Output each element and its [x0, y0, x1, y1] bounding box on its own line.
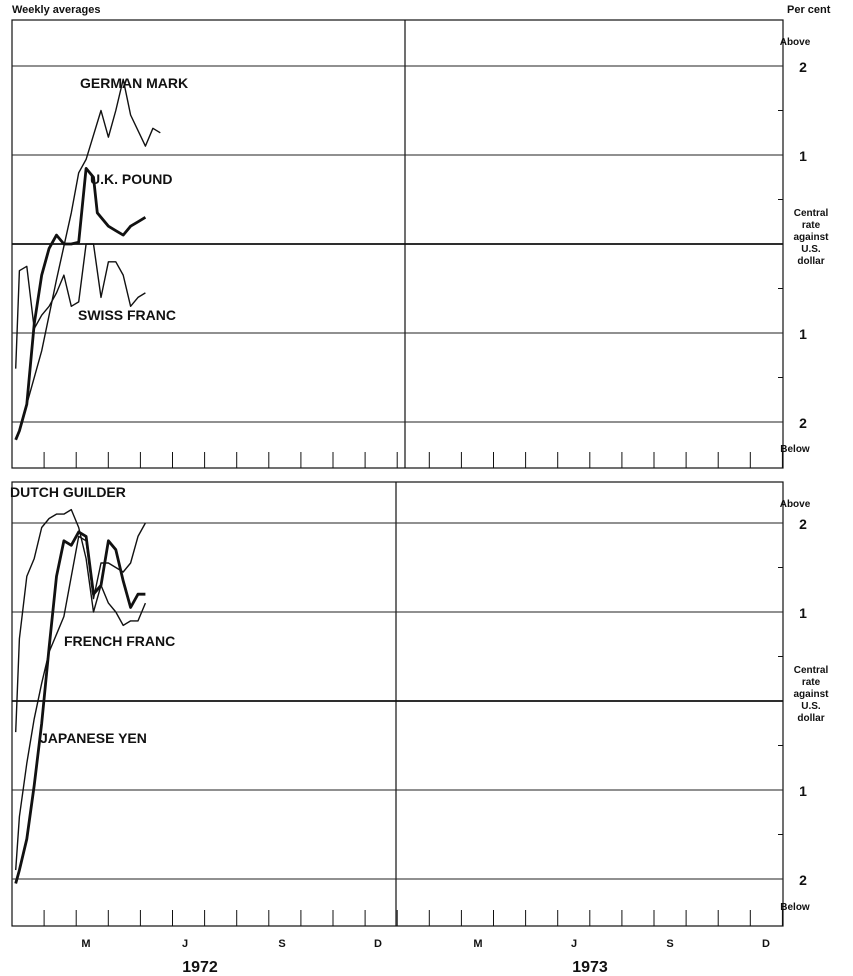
month-label: D: [762, 938, 770, 950]
y-tick-label: 2: [799, 59, 807, 75]
above-label: Above: [780, 499, 811, 510]
panel-frame: [11, 481, 784, 927]
y-tick-label: 1: [799, 326, 807, 342]
y-tick-label: 1: [799, 783, 807, 799]
series-label: JAPANESE YEN: [40, 730, 147, 746]
month-label: S: [666, 938, 673, 950]
central-rate-label: Central: [794, 208, 829, 219]
central-rate-label: dollar: [797, 713, 824, 724]
below-label: Below: [780, 444, 810, 455]
central-rate-label: rate: [802, 220, 821, 231]
y-tick-label: 1: [799, 605, 807, 621]
central-rate-label: rate: [802, 677, 821, 688]
series-line: [15, 522, 147, 871]
central-rate-label: against: [793, 689, 829, 700]
central-rate-label: Central: [794, 665, 829, 676]
month-label: M: [473, 938, 482, 950]
series-label: FRENCH FRANC: [64, 633, 175, 649]
series-line: [15, 243, 146, 369]
central-rate-label: U.S.: [801, 244, 821, 255]
central-rate-label: U.S.: [801, 701, 821, 712]
month-label: M: [81, 938, 90, 950]
series-label: U.K. POUND: [90, 171, 172, 187]
central-rate-label: against: [793, 232, 829, 243]
weekly-averages-note: Weekly averages: [12, 4, 101, 16]
y-tick-label: 2: [799, 516, 807, 532]
below-label: Below: [780, 902, 810, 913]
central-rate-label: dollar: [797, 256, 824, 267]
month-label: J: [182, 938, 188, 950]
series-line: [15, 508, 147, 733]
per-cent-note: Per cent: [787, 4, 831, 16]
series-line: [14, 166, 147, 441]
series-label: SWISS FRANC: [78, 307, 176, 323]
month-label: D: [374, 938, 382, 950]
series-label: DUTCH GUILDER: [10, 484, 126, 500]
month-label: S: [278, 938, 285, 950]
y-tick-label: 2: [799, 415, 807, 431]
year-label: 1973: [572, 959, 608, 976]
y-tick-label: 1: [799, 148, 807, 164]
series-label: GERMAN MARK: [80, 75, 188, 91]
series-line: [18, 78, 161, 432]
year-label: 1972: [182, 959, 218, 976]
y-tick-label: 2: [799, 872, 807, 888]
above-label: Above: [780, 37, 811, 48]
month-label: J: [571, 938, 577, 950]
series-line: [14, 530, 146, 884]
